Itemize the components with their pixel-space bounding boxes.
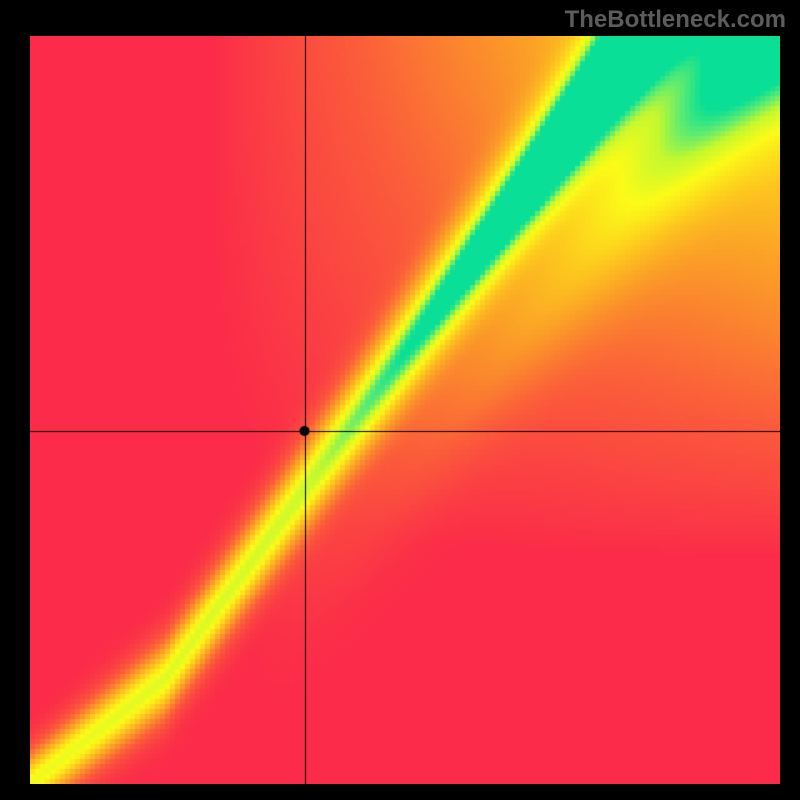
- bottleneck-heatmap: [30, 36, 780, 784]
- chart-container: TheBottleneck.com: [0, 0, 800, 800]
- watermark-text: TheBottleneck.com: [565, 6, 786, 34]
